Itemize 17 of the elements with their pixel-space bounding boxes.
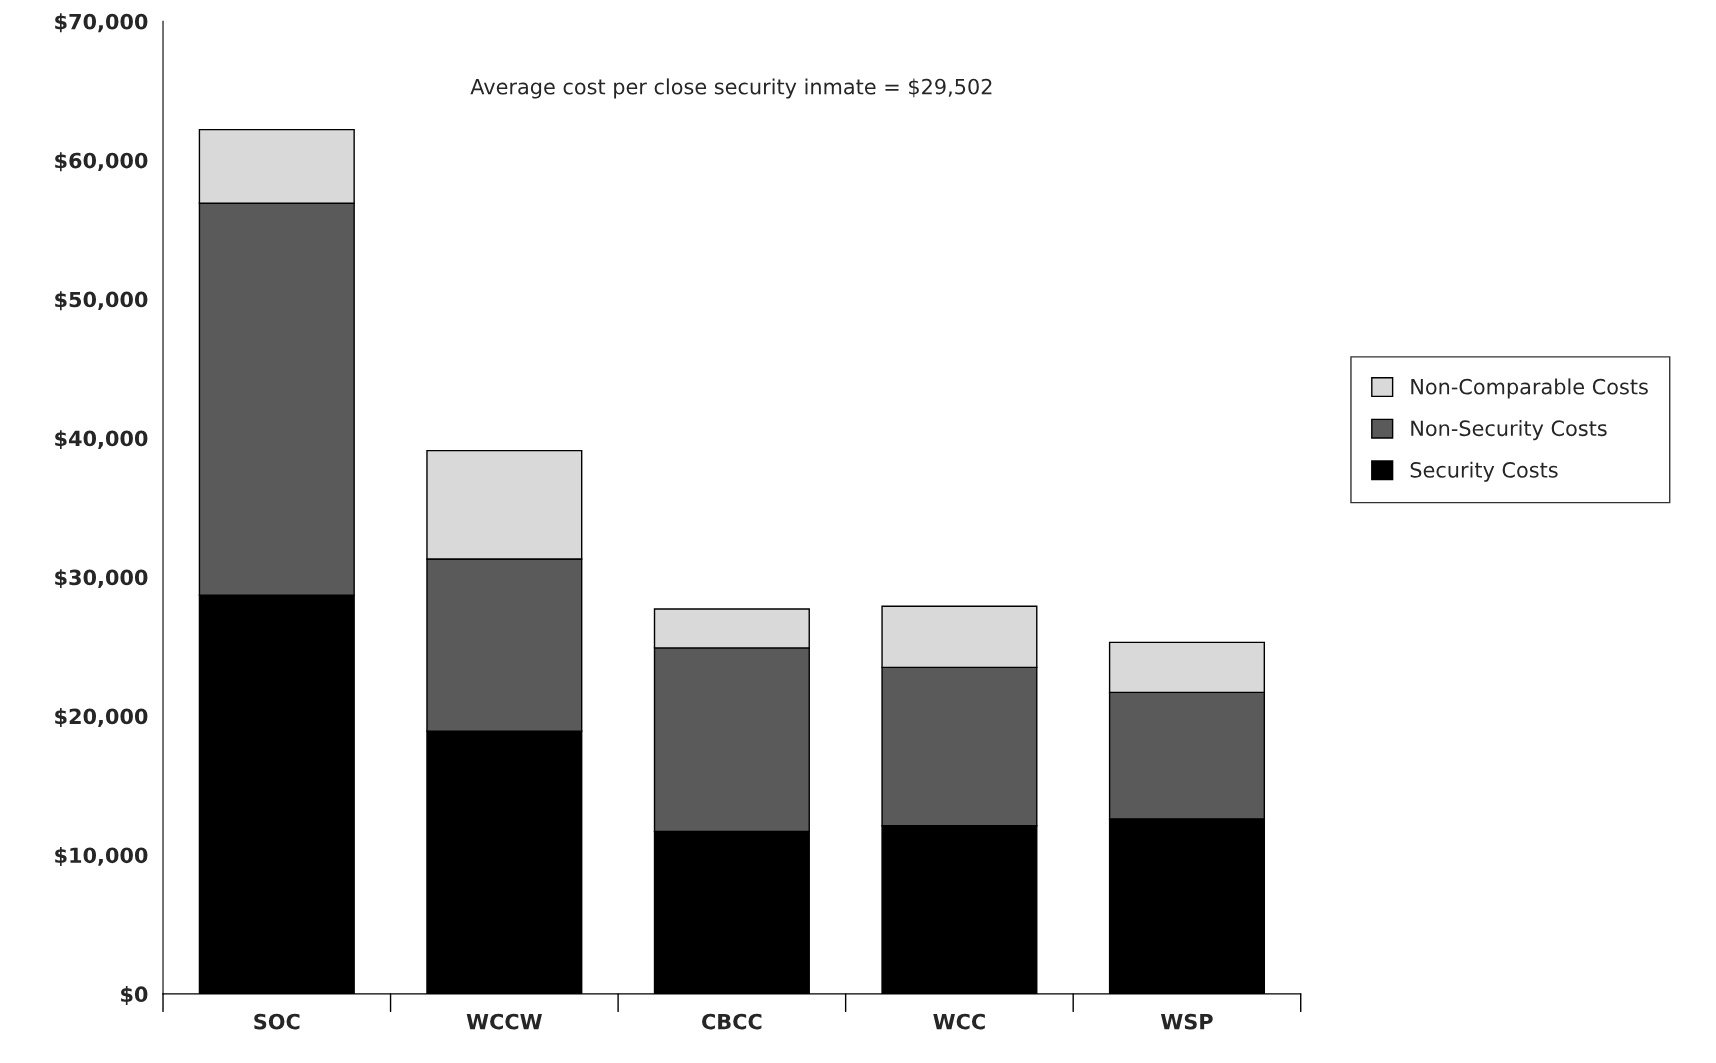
x-tick-label: WSP xyxy=(1160,1013,1213,1030)
x-tick-label: WCCW xyxy=(466,1013,542,1030)
y-tick-label: $20,000 xyxy=(55,708,148,727)
x-tick-label: CBCC xyxy=(702,1013,762,1030)
x-tick-label: SOC xyxy=(254,1013,300,1030)
legend-label: Non-Security Costs xyxy=(1411,420,1607,441)
x-tick-label: WCC xyxy=(933,1013,985,1030)
legend-label: Non-Comparable Costs xyxy=(1411,378,1648,399)
legend-label: Security Costs xyxy=(1410,461,1558,482)
y-tick-label: $0 xyxy=(121,985,148,1005)
y-tick-label: $50,000 xyxy=(55,291,148,311)
y-tick-label: $40,000 xyxy=(55,430,148,450)
y-tick-label: $10,000 xyxy=(55,847,148,866)
annotation: Average cost per close security inmate = $29,502 xyxy=(470,78,992,99)
y-tick-label: $30,000 xyxy=(55,569,148,589)
y-tick-label: $70,000 xyxy=(55,13,148,33)
y-tick-label: $60,000 xyxy=(55,152,148,172)
